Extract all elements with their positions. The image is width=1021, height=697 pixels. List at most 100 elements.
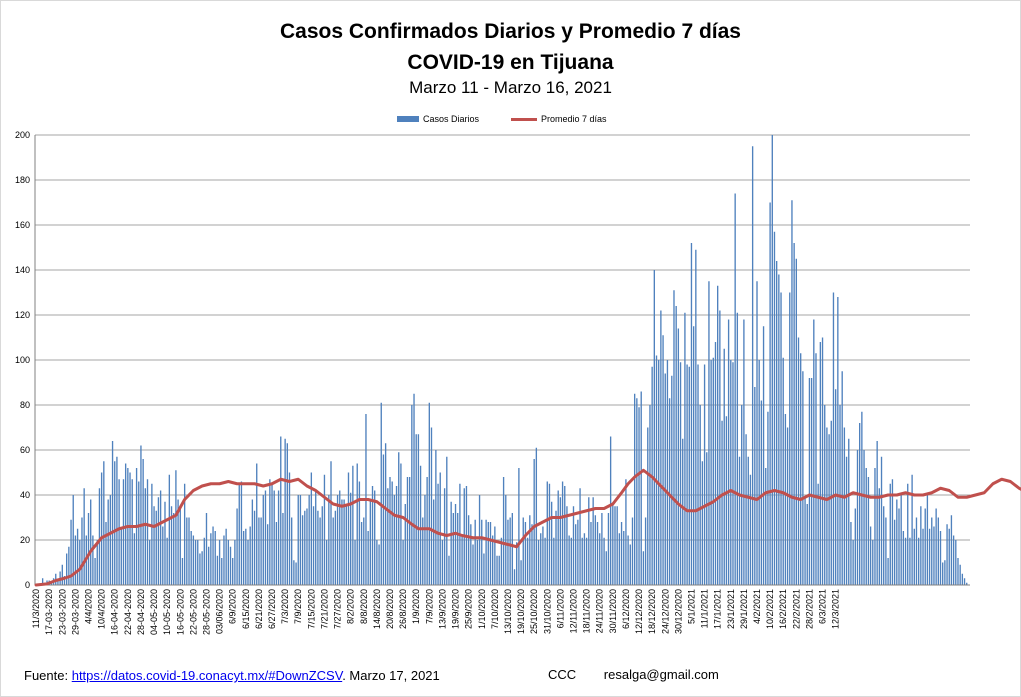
bar [164,501,166,585]
bar [524,522,527,585]
bar [931,517,933,585]
bar [791,200,793,585]
bar [221,558,223,585]
x-tick-label: 10-05-2020 [162,589,172,635]
bar [242,531,245,585]
bar [441,540,444,585]
bar [297,495,299,585]
credit-email: resalga@gmail.com [603,667,719,682]
bar [173,513,175,585]
x-tick-label: 6/9/2020 [228,589,238,624]
chart-title-line2: COVID-19 en Tijuana [407,51,614,74]
bar [413,393,415,585]
bar [572,506,575,585]
bar [568,535,570,585]
bar [122,479,125,585]
bar [546,481,548,585]
bar [419,465,422,585]
source-prefix: Fuente: [24,668,69,683]
bar [369,499,372,585]
bar [192,535,195,585]
bar [454,504,457,585]
bar [301,515,304,585]
bar [616,506,618,585]
bar [887,558,889,585]
bar [245,528,247,585]
bar [111,441,114,585]
bar [485,519,487,585]
bar [345,506,347,585]
bar [644,517,647,585]
bar [269,479,271,585]
bar [186,517,188,585]
bar [684,312,686,585]
bar [227,540,230,585]
bar [500,537,503,585]
bar [891,479,894,585]
bar [343,499,345,585]
bar [319,517,321,585]
bar [299,495,302,585]
bar [72,495,74,585]
bar [913,528,915,585]
bar [374,490,376,585]
bar [590,522,592,585]
bar [837,297,839,585]
bar [537,540,540,585]
bar [291,517,293,585]
bar [328,495,330,585]
x-tick-label: 17-03-2020 [44,589,54,635]
bar [660,310,662,585]
bar [939,531,942,585]
bar [275,522,278,585]
x-tick-label: 23/1/2021 [726,589,736,629]
bar [315,490,317,585]
bar [159,490,162,585]
bar [406,477,409,585]
bar [856,450,859,585]
bar [544,537,546,585]
bar [461,535,463,585]
x-tick-label: 24/12/2020 [660,589,670,634]
bar [229,546,232,585]
bar [789,292,791,585]
bar [917,537,920,585]
bar [79,540,81,585]
bar [216,555,219,585]
bar [564,486,566,585]
bar [697,364,699,585]
bar [557,490,559,585]
x-tick-label: 4/2/2021 [752,589,762,624]
bar [946,524,948,585]
bar [103,461,105,585]
bar [162,526,164,585]
bar [695,249,697,585]
bar [422,517,424,585]
bar [603,537,605,585]
bar [570,537,572,585]
bar [398,452,400,585]
bar [96,540,98,585]
bar [804,497,806,585]
x-tick-label: 22-05-2020 [188,589,198,635]
x-tick-label: 25/10/2020 [529,589,539,634]
bar [354,540,356,585]
bar [725,416,728,585]
bar [719,310,721,585]
bar [467,515,470,585]
bar [236,508,238,585]
bar [531,524,533,585]
source-link[interactable]: https://datos.covid-19.conacyt.mx/#DownZ… [71,668,343,683]
bar [430,427,433,585]
bar [535,447,538,585]
bar [682,438,684,585]
bar [859,423,861,585]
x-tick-label: 7/9/2020 [424,589,434,624]
bar [282,513,284,585]
bar [688,366,690,585]
bar [50,582,53,585]
bar [712,357,714,585]
y-tick-label: 0 [25,580,30,590]
bar [880,456,883,585]
